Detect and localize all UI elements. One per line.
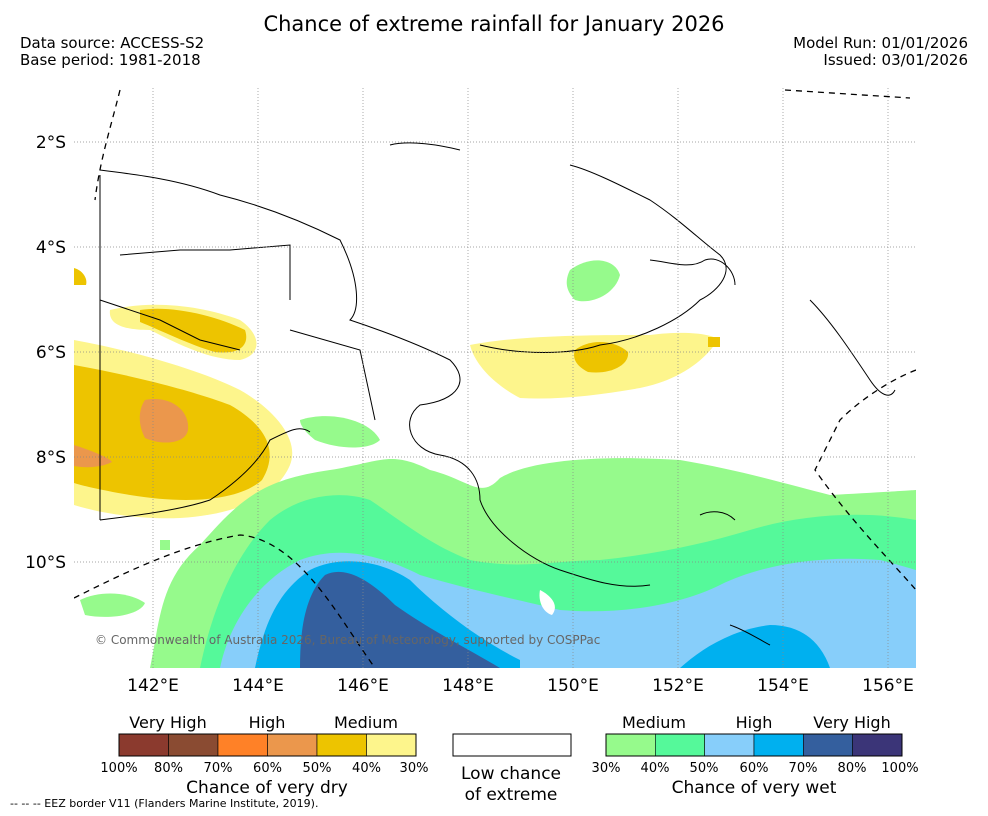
legend-tick: 70% [789, 761, 818, 776]
lat-label: 6°S [36, 343, 66, 363]
legend-tick: 30% [592, 761, 621, 776]
legend-swatch [366, 733, 417, 757]
base-period-text: Base period: 1981-2018 [20, 51, 201, 69]
legend-tick: 40% [641, 761, 670, 776]
legend-category-label: High [736, 713, 773, 732]
copyright-credit: © Commonwealth of Australia 2026, Bureau… [95, 633, 601, 647]
legend-wet: Medium High Very High 30% 40% 50% 60% 70… [592, 713, 919, 798]
map-area [74, 88, 916, 668]
legend-tick: 50% [303, 761, 332, 776]
legend-tick: 70% [204, 761, 233, 776]
legend-neutral-title: of extreme [465, 785, 558, 805]
eez-note: -- -- -- EEZ border V11 (Flanders Marine… [10, 797, 319, 810]
legend-tick: 80% [838, 761, 867, 776]
lat-label: 8°S [36, 448, 66, 468]
lon-label: 150°E [547, 676, 599, 696]
legend-category-label: High [249, 713, 286, 732]
legend-swatch [267, 733, 318, 757]
dry-anomaly-east [470, 332, 720, 399]
legend-swatch [605, 733, 656, 757]
legend-swatch [704, 733, 755, 757]
lat-label: 4°S [36, 238, 66, 258]
lon-label: 152°E [652, 676, 704, 696]
legend-swatch [753, 733, 804, 757]
lon-label: 144°E [232, 676, 284, 696]
header-right: Model Run: 01/01/2026 Issued: 03/01/2026 [793, 35, 968, 69]
lon-label: 146°E [337, 676, 389, 696]
legend-swatch [316, 733, 367, 757]
legend-tick: 80% [154, 761, 183, 776]
borders [99, 175, 376, 520]
lon-label: 142°E [127, 676, 179, 696]
legend-category-label: Very High [813, 713, 890, 732]
coastlines [99, 142, 896, 646]
legend-tick: 100% [881, 761, 918, 776]
legend-category-label: Very High [129, 713, 206, 732]
legend-dry: Very High High Medium 100% 80% 70% 60% 5… [100, 713, 428, 798]
map-title: Chance of extreme rainfall for January 2… [263, 12, 725, 36]
legend-swatch [852, 733, 903, 757]
legend-swatch [118, 733, 169, 757]
legend-wet-title: Chance of very wet [672, 778, 837, 798]
legend-tick: 30% [400, 761, 429, 776]
lon-label: 156°E [862, 676, 914, 696]
lon-label: 148°E [442, 676, 494, 696]
legend-dry-title: Chance of very dry [186, 778, 348, 798]
legend-swatch [217, 733, 268, 757]
legend-neutral-title: Low chance [461, 764, 561, 784]
legend-tick: 50% [690, 761, 719, 776]
wet-anomaly-south [80, 260, 916, 668]
model-run-text: Model Run: 01/01/2026 [793, 34, 968, 52]
legend-swatch [803, 733, 853, 757]
issued-text: Issued: 03/01/2026 [823, 51, 968, 69]
legend-swatch [655, 733, 705, 757]
lat-label: 2°S [36, 133, 66, 153]
lat-label: 10°S [25, 553, 66, 573]
legend-neutral: Low chance of extreme [452, 733, 572, 805]
dry-anomaly-west [74, 268, 293, 519]
legend-swatch [168, 733, 219, 757]
legend-tick: 60% [253, 761, 282, 776]
legend-wet-swatches [605, 733, 903, 757]
header-left: Data source: ACCESS-S2 Base period: 1981… [20, 35, 204, 69]
eez-borders [74, 89, 916, 668]
legend-category-label: Medium [334, 713, 398, 732]
legend-dry-swatches [118, 733, 417, 757]
legend-category-label: Medium [622, 713, 686, 732]
lon-label: 154°E [757, 676, 809, 696]
legend-neutral-swatch [452, 733, 572, 757]
legend-tick: 100% [100, 761, 137, 776]
gridlines [74, 88, 916, 668]
legend-tick: 40% [352, 761, 381, 776]
data-source-text: Data source: ACCESS-S2 [20, 34, 205, 52]
legend-tick: 60% [740, 761, 769, 776]
